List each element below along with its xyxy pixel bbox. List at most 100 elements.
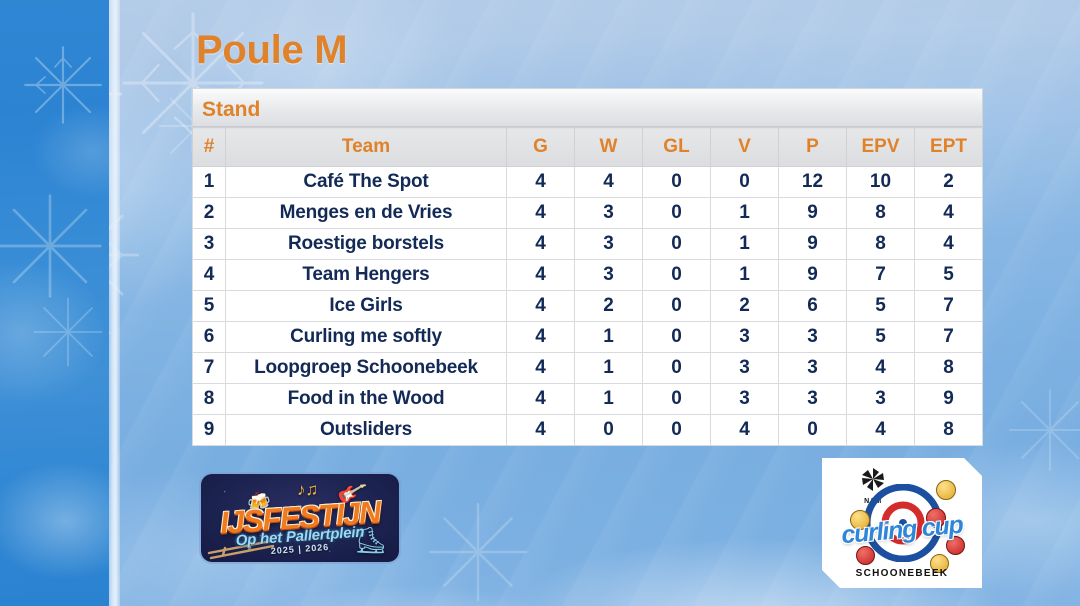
cell-rank: 6 <box>192 321 226 353</box>
cell-v: 0 <box>710 166 779 198</box>
cell-team: Ice Girls <box>225 290 507 322</box>
cell-ept: 7 <box>914 290 983 322</box>
column-header-gl: GL <box>642 127 711 167</box>
cell-gl: 0 <box>642 228 711 260</box>
column-header-ept: EPT <box>914 127 983 167</box>
cell-gl: 0 <box>642 414 711 446</box>
cell-w: 3 <box>574 228 643 260</box>
cell-team: Loopgroep Schoonebeek <box>225 352 507 384</box>
cell-gl: 0 <box>642 259 711 291</box>
cell-g: 4 <box>506 259 575 291</box>
cell-g: 4 <box>506 414 575 446</box>
cell-epv: 5 <box>846 290 915 322</box>
column-header-g: G <box>506 127 575 167</box>
cell-v: 3 <box>710 321 779 353</box>
cell-v: 1 <box>710 228 779 260</box>
cell-rank: 3 <box>192 228 226 260</box>
curling-house-icon <box>864 484 942 562</box>
cell-p: 6 <box>778 290 847 322</box>
left-panel-frost <box>0 0 109 606</box>
table-row: 3 Roestige borstels 4 3 0 1 9 8 4 <box>192 228 983 260</box>
cell-g: 4 <box>506 166 575 198</box>
cell-g: 4 <box>506 352 575 384</box>
snowflake-icon <box>118 8 268 158</box>
cell-ept: 8 <box>914 414 983 446</box>
curling-stone-icon <box>936 480 956 500</box>
cell-rank: 1 <box>192 166 226 198</box>
standings-panel: Stand # Team G W GL V P EPV EPT <box>192 88 983 446</box>
curling-stone-icon <box>856 546 875 565</box>
cell-w: 1 <box>574 383 643 415</box>
column-header-w: W <box>574 127 643 167</box>
cell-epv: 4 <box>846 414 915 446</box>
snowflake-icon <box>18 40 108 130</box>
cell-rank: 9 <box>192 414 226 446</box>
cell-p: 9 <box>778 197 847 229</box>
sled-icon <box>207 539 275 560</box>
cell-epv: 8 <box>846 197 915 229</box>
cell-rank: 5 <box>192 290 226 322</box>
cell-team: Roestige borstels <box>225 228 507 260</box>
cell-gl: 0 <box>642 290 711 322</box>
table-row: 2 Menges en de Vries 4 3 0 1 9 8 4 <box>192 197 983 229</box>
table-row: 5 Ice Girls 4 2 0 2 6 5 7 <box>192 290 983 322</box>
standings-header-label: Stand <box>202 98 261 121</box>
left-decorative-panel <box>0 0 109 606</box>
cell-ept: 4 <box>914 197 983 229</box>
curling-stone-icon <box>850 510 870 530</box>
cell-rank: 8 <box>192 383 226 415</box>
music-note-icon: ♪♫ <box>297 480 319 499</box>
cell-epv: 3 <box>846 383 915 415</box>
cell-rank: 4 <box>192 259 226 291</box>
cell-team: Menges en de Vries <box>225 197 507 229</box>
cell-p: 9 <box>778 259 847 291</box>
ijsfestijn-logo: 🍻 ♪♫ 🎸 ⛸ IJSFESTIJN Op het Pallertplein … <box>201 474 399 562</box>
snowflake-icon <box>28 292 108 372</box>
cell-epv: 8 <box>846 228 915 260</box>
curling-stone-icon <box>946 536 965 555</box>
table-header-row: # Team G W GL V P EPV EPT <box>192 127 983 167</box>
cell-v: 4 <box>710 414 779 446</box>
column-header-p: P <box>778 127 847 167</box>
table-row: 7 Loopgroep Schoonebeek 4 1 0 3 3 4 8 <box>192 352 983 384</box>
column-header-v: V <box>710 127 779 167</box>
table-row: 9 Outsliders 4 0 0 4 0 4 8 <box>192 414 983 446</box>
cell-epv: 4 <box>846 352 915 384</box>
cell-team: Café The Spot <box>225 166 507 198</box>
table-row: 1 Café The Spot 4 4 0 0 12 10 2 <box>192 166 983 198</box>
ice-skate-icon: ⛸ <box>353 525 387 555</box>
nam-pinwheel-icon <box>858 466 888 492</box>
curling-stone-icon <box>926 508 946 528</box>
snowflake-icon <box>0 186 109 306</box>
cell-p: 3 <box>778 352 847 384</box>
cell-gl: 0 <box>642 197 711 229</box>
cell-gl: 0 <box>642 321 711 353</box>
cell-w: 0 <box>574 414 643 446</box>
column-header-rank: # <box>192 127 226 167</box>
cell-team: Outsliders <box>225 414 507 446</box>
column-header-epv: EPV <box>846 127 915 167</box>
cell-w: 2 <box>574 290 643 322</box>
cell-ept: 2 <box>914 166 983 198</box>
standings-header-band: Stand <box>192 88 983 127</box>
snowflake-icon <box>1000 380 1080 480</box>
cell-g: 4 <box>506 197 575 229</box>
cell-ept: 7 <box>914 321 983 353</box>
cell-w: 4 <box>574 166 643 198</box>
page-title: Poule M <box>196 28 348 72</box>
cell-w: 3 <box>574 197 643 229</box>
cell-rank: 2 <box>192 197 226 229</box>
standings-table-body: 1 Café The Spot 4 4 0 0 12 10 2 2 Menges… <box>192 166 983 446</box>
table-row: 8 Food in the Wood 4 1 0 3 3 3 9 <box>192 383 983 415</box>
cell-epv: 10 <box>846 166 915 198</box>
cell-team: Food in the Wood <box>225 383 507 415</box>
column-header-team: Team <box>225 127 507 167</box>
table-row: 4 Team Hengers 4 3 0 1 9 7 5 <box>192 259 983 291</box>
cell-g: 4 <box>506 228 575 260</box>
cell-w: 3 <box>574 259 643 291</box>
cell-v: 3 <box>710 383 779 415</box>
cell-epv: 7 <box>846 259 915 291</box>
cell-v: 1 <box>710 259 779 291</box>
cell-ept: 5 <box>914 259 983 291</box>
